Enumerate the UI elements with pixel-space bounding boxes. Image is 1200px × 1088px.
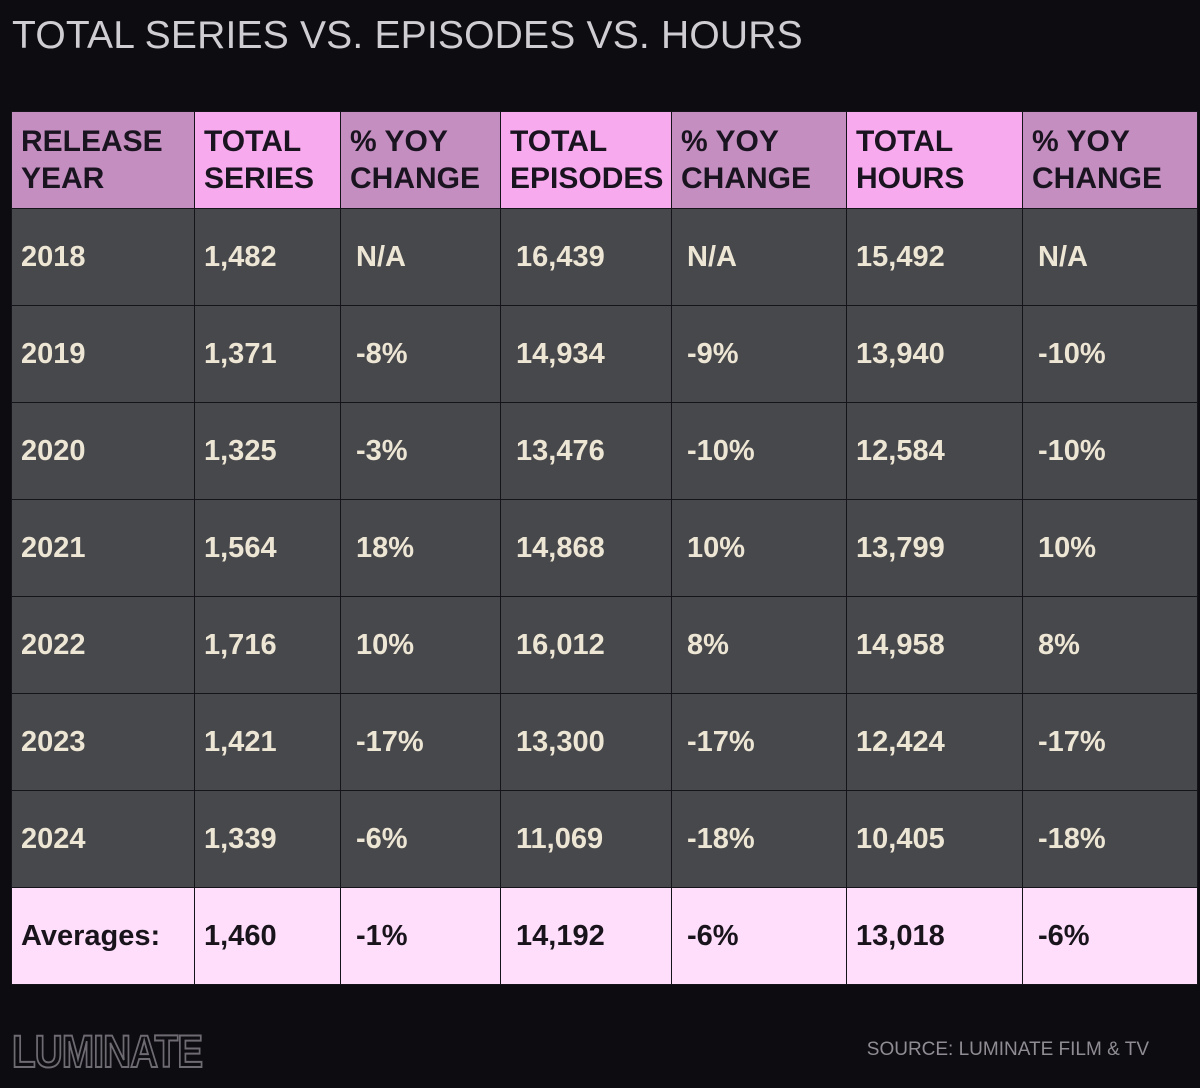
table-cell: -17% (340, 693, 501, 791)
table-row: 2024 1,339 -6% 11,069 -18% 10,405 -18% (11, 790, 1198, 888)
table-cell: N/A (340, 208, 501, 306)
table-cell: 15,492 (846, 208, 1023, 306)
table-cell: 1,482 (194, 208, 341, 306)
table-cell: 10% (340, 596, 501, 694)
table-cell: -10% (671, 402, 847, 500)
column-header: % YOY CHANGE (671, 111, 847, 209)
release-year-cell: 2019 (11, 305, 195, 403)
table-cell: 13,300 (500, 693, 672, 791)
column-header: % YOY CHANGE (1022, 111, 1198, 209)
average-cell: -6% (671, 887, 847, 985)
column-header: RELEASE YEAR (11, 111, 195, 209)
table-cell: 13,476 (500, 402, 672, 500)
table-cell: 14,868 (500, 499, 672, 597)
table-cell: 16,012 (500, 596, 672, 694)
release-year-cell: 2021 (11, 499, 195, 597)
table-row: 2018 1,482 N/A 16,439 N/A 15,492 N/A (11, 208, 1198, 306)
table-cell: N/A (671, 208, 847, 306)
averages-label: Averages: (11, 887, 195, 985)
table-cell: -9% (671, 305, 847, 403)
table-row: 2022 1,716 10% 16,012 8% 14,958 8% (11, 596, 1198, 694)
table-cell: N/A (1022, 208, 1198, 306)
release-year-cell: 2023 (11, 693, 195, 791)
column-header: TOTAL SERIES (194, 111, 341, 209)
table-cell: -6% (340, 790, 501, 888)
table-cell: 8% (671, 596, 847, 694)
average-cell: 1,460 (194, 887, 341, 985)
table-cell: 1,716 (194, 596, 341, 694)
average-cell: -1% (340, 887, 501, 985)
table-row: 2023 1,421 -17% 13,300 -17% 12,424 -17% (11, 693, 1198, 791)
table-cell: 1,325 (194, 402, 341, 500)
table-cell: 14,934 (500, 305, 672, 403)
page-title: TOTAL SERIES VS. EPISODES VS. HOURS (12, 14, 803, 57)
table-cell: 8% (1022, 596, 1198, 694)
release-year-cell: 2018 (11, 208, 195, 306)
release-year-cell: 2022 (11, 596, 195, 694)
table-cell: -18% (1022, 790, 1198, 888)
table-cell: -17% (1022, 693, 1198, 791)
data-table: RELEASE YEAR TOTAL SERIES % YOY CHANGE T… (11, 111, 1198, 985)
table-cell: 18% (340, 499, 501, 597)
table-cell: 12,584 (846, 402, 1023, 500)
table-cell: -18% (671, 790, 847, 888)
table-cell: 16,439 (500, 208, 672, 306)
column-header: % YOY CHANGE (340, 111, 501, 209)
table-cell: 13,799 (846, 499, 1023, 597)
table-cell: -10% (1022, 305, 1198, 403)
table-cell: -10% (1022, 402, 1198, 500)
release-year-cell: 2020 (11, 402, 195, 500)
source-note: SOURCE: LUMINATE FILM & TV (866, 1039, 1149, 1060)
luminate-logo: LUMINATE (11, 1025, 204, 1078)
header-row: RELEASE YEAR TOTAL SERIES % YOY CHANGE T… (11, 111, 1198, 209)
averages-row: Averages: 1,460 -1% 14,192 -6% 13,018 -6% (11, 887, 1198, 985)
table-cell: 12,424 (846, 693, 1023, 791)
table-cell: 10% (1022, 499, 1198, 597)
table-cell: 14,958 (846, 596, 1023, 694)
table-row: 2021 1,564 18% 14,868 10% 13,799 10% (11, 499, 1198, 597)
average-cell: 13,018 (846, 887, 1023, 985)
column-header: TOTAL HOURS (846, 111, 1023, 209)
table-row: 2019 1,371 -8% 14,934 -9% 13,940 -10% (11, 305, 1198, 403)
table-cell: 13,940 (846, 305, 1023, 403)
table-row: 2020 1,325 -3% 13,476 -10% 12,584 -10% (11, 402, 1198, 500)
table-cell: -17% (671, 693, 847, 791)
table-cell: 1,421 (194, 693, 341, 791)
table-cell: -3% (340, 402, 501, 500)
table-cell: 11,069 (500, 790, 672, 888)
average-cell: -6% (1022, 887, 1198, 985)
average-cell: 14,192 (500, 887, 672, 985)
column-header: TOTAL EPISODES (500, 111, 672, 209)
table-cell: 1,371 (194, 305, 341, 403)
release-year-cell: 2024 (11, 790, 195, 888)
table-cell: 1,339 (194, 790, 341, 888)
table-cell: 10% (671, 499, 847, 597)
table-cell: 1,564 (194, 499, 341, 597)
table-cell: -8% (340, 305, 501, 403)
table-cell: 10,405 (846, 790, 1023, 888)
